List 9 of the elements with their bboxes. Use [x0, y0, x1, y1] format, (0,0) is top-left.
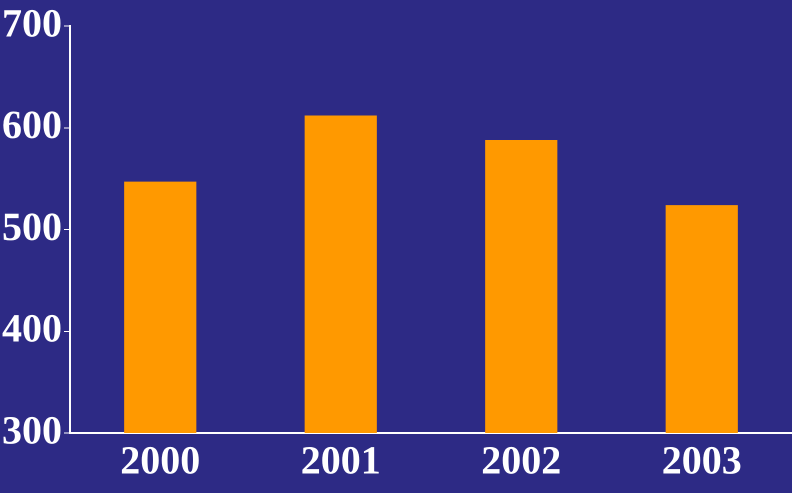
y-tick-label: 400: [2, 306, 62, 351]
y-tick-label: 500: [2, 204, 62, 249]
y-tick-label: 300: [2, 407, 62, 452]
x-tick-label: 2001: [300, 437, 381, 482]
y-tick-label: 600: [2, 102, 62, 148]
y-tick-label: 700: [2, 0, 62, 46]
x-tick-label: 2000: [120, 437, 200, 482]
x-tick-label: 2002: [481, 437, 562, 482]
x-tick-label: 2003: [662, 437, 742, 482]
